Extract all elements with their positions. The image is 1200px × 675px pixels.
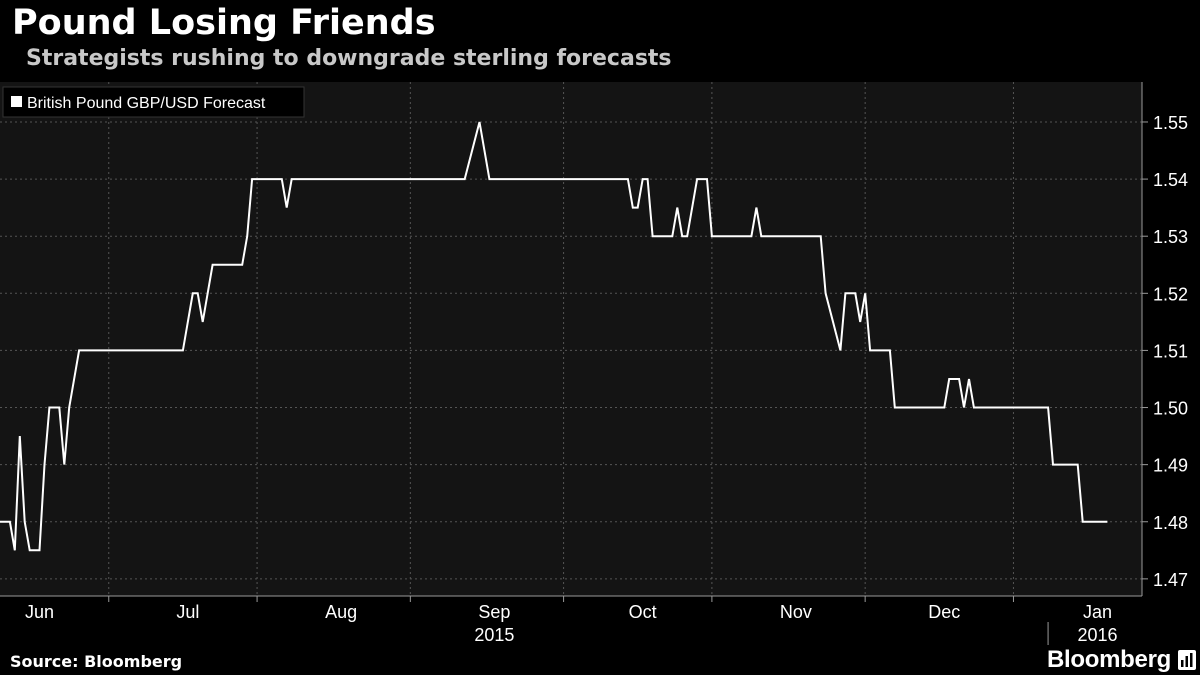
- y-axis-ticks: 1.47 1.48 1.49 1.50 1.51 1.52 1.53 1.54 1.55: [1142, 113, 1188, 590]
- x-tick-label: Oct: [629, 602, 657, 622]
- plot-area: [0, 82, 1142, 596]
- y-tick-label: 1.52: [1153, 284, 1188, 304]
- x-tick-label: Dec: [928, 602, 960, 622]
- series-line-gbp-usd-forecast: [0, 121, 1108, 552]
- y-tick-label: 1.47: [1153, 570, 1188, 590]
- legend-swatch: [11, 96, 22, 107]
- x-axis-ticks: Jun Jul Aug Sep Oct Nov Dec Jan 2015 2016: [25, 596, 1118, 645]
- y-tick-label: 1.48: [1153, 513, 1188, 533]
- x-tick-label: Jul: [176, 602, 199, 622]
- y-tick-label: 1.54: [1153, 170, 1188, 190]
- chart-title: Pound Losing Friends: [12, 3, 436, 43]
- y-tick-label: 1.50: [1153, 399, 1188, 419]
- y-tick-label: 1.55: [1153, 113, 1188, 133]
- y-tick-label: 1.49: [1153, 456, 1188, 476]
- legend: British Pound GBP/USD Forecast: [2, 86, 305, 118]
- legend-box: [2, 86, 305, 118]
- bar-chart-icon: [1178, 650, 1196, 670]
- bloomberg-logo: Bloomberg: [1047, 646, 1171, 673]
- x-tick-label: Jan: [1083, 602, 1112, 622]
- x-tick-label: Sep: [478, 602, 510, 622]
- year-label: 2016: [1077, 625, 1117, 645]
- y-tick-label: 1.53: [1153, 227, 1188, 247]
- year-label: 2015: [474, 625, 514, 645]
- x-tick-label: Aug: [325, 602, 357, 622]
- source-note: Source: Bloomberg: [10, 652, 183, 671]
- vertical-gridlines: [108, 82, 1014, 596]
- x-tick-label: Nov: [780, 602, 812, 622]
- legend-entry: British Pound GBP/USD Forecast: [27, 95, 266, 112]
- y-tick-label: 1.51: [1153, 341, 1188, 361]
- x-tick-label: Jun: [25, 602, 54, 622]
- chart-subtitle: Strategists rushing to downgrade sterlin…: [26, 46, 672, 71]
